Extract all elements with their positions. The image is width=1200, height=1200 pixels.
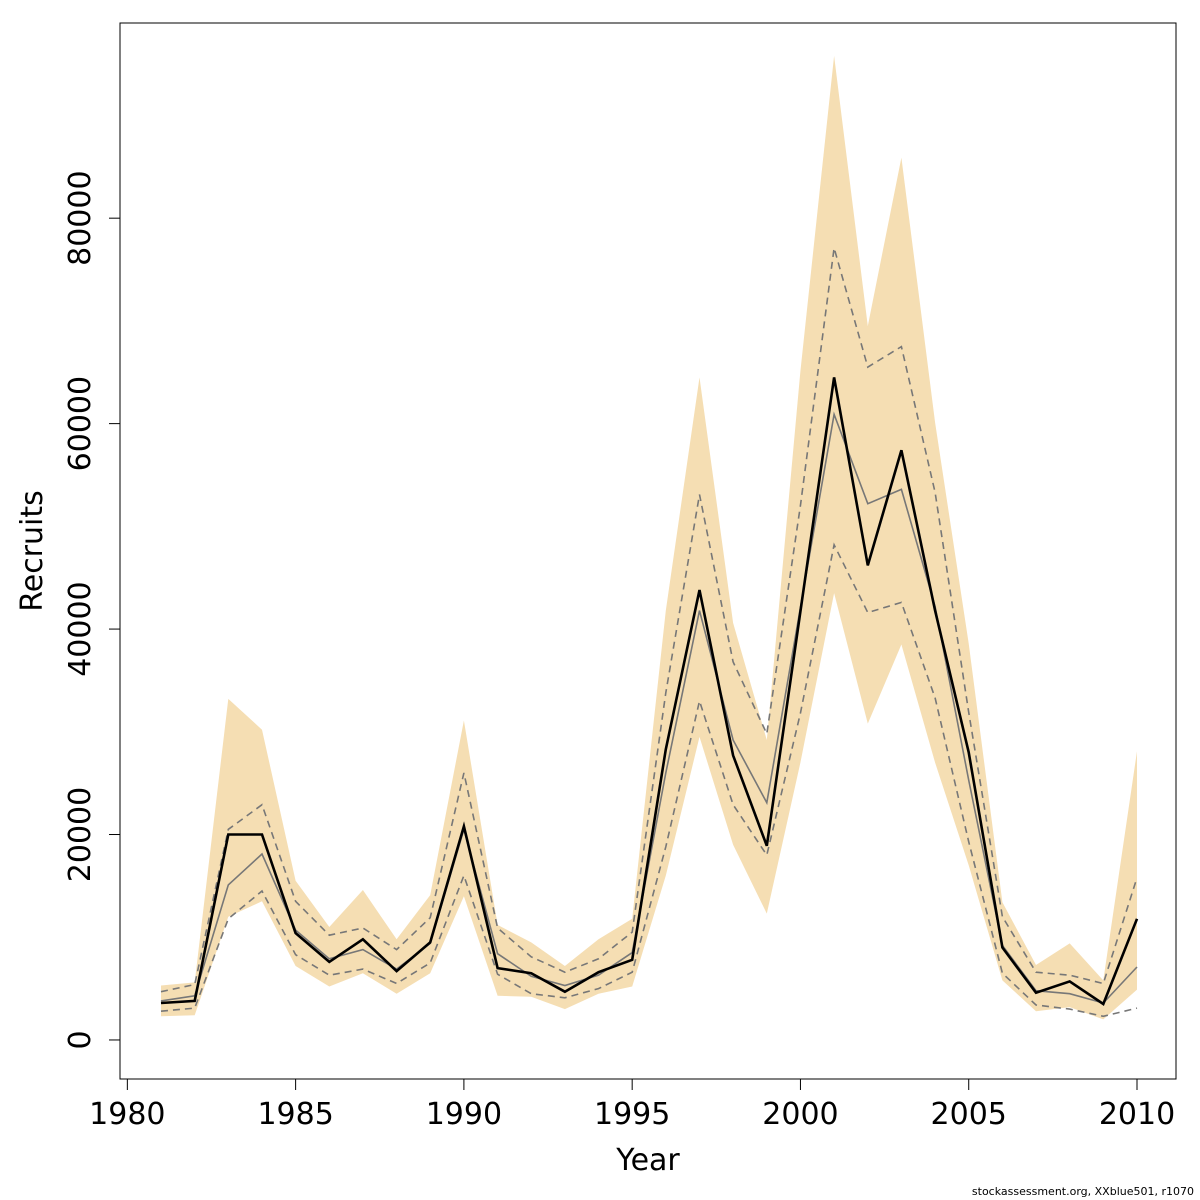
x-tick-label: 1980	[89, 1097, 165, 1132]
x-tick-label: 2010	[1099, 1097, 1175, 1132]
y-tick-label: 60000	[63, 376, 98, 471]
series-dashed-upper-line	[160, 247, 1138, 993]
x-tick-label: 2000	[762, 1097, 838, 1132]
x-tick-label: 1995	[594, 1097, 670, 1132]
x-axis-title: Year	[615, 1143, 680, 1178]
confidence-band	[161, 55, 1137, 1020]
series-estimate-line	[160, 377, 1139, 1006]
x-tick-label: 1985	[257, 1097, 333, 1132]
y-tick-label: 40000	[63, 581, 98, 676]
x-tick-label: 1990	[426, 1097, 502, 1132]
y-axis-title: Recruits	[15, 490, 50, 612]
y-tick-label: 20000	[63, 787, 98, 882]
x-tick-label: 2005	[931, 1097, 1007, 1132]
y-tick-label: 80000	[63, 170, 98, 265]
series-dashed-lower-line	[160, 542, 1138, 1018]
footer-attribution: stockassessment.org, XXblue501, r1070	[971, 1185, 1194, 1198]
y-tick-label: 0	[63, 1030, 98, 1049]
